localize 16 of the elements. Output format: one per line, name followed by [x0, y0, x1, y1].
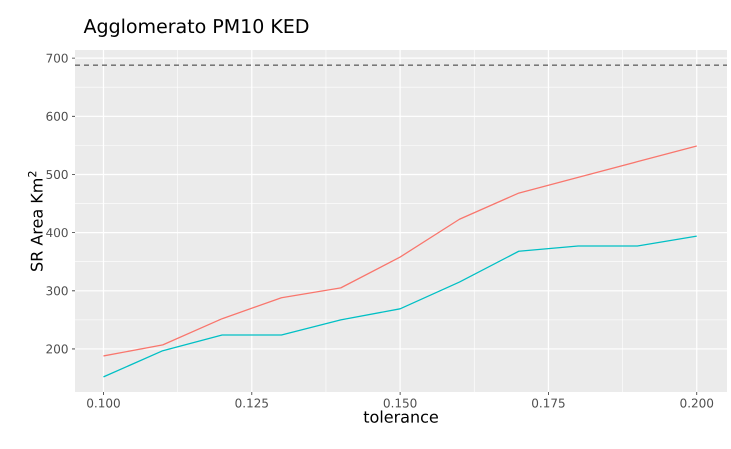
line-series [102, 145, 698, 357]
y-tick-label: 600 [46, 112, 68, 121]
x-axis-title: tolerance [364, 410, 438, 423]
x-tick-label: 0.200 [680, 398, 714, 408]
chart-title: Agglomerato PM10 KED [84, 18, 308, 37]
line-series [102, 235, 698, 378]
x-tick-label: 0.175 [532, 398, 565, 408]
y-tick-label: 400 [46, 228, 68, 238]
y-tick-label: 700 [46, 54, 68, 63]
x-tick-label: 0.150 [384, 398, 416, 408]
y-tick-label: 500 [46, 170, 68, 180]
y-tick-label: 300 [46, 286, 68, 296]
x-tick-label: 0.100 [87, 398, 120, 408]
x-tick-label: 0.125 [235, 398, 268, 408]
y-axis-title: SR Area Km$^{2}$ [28, 172, 43, 271]
y-tick-label: 200 [46, 344, 68, 354]
